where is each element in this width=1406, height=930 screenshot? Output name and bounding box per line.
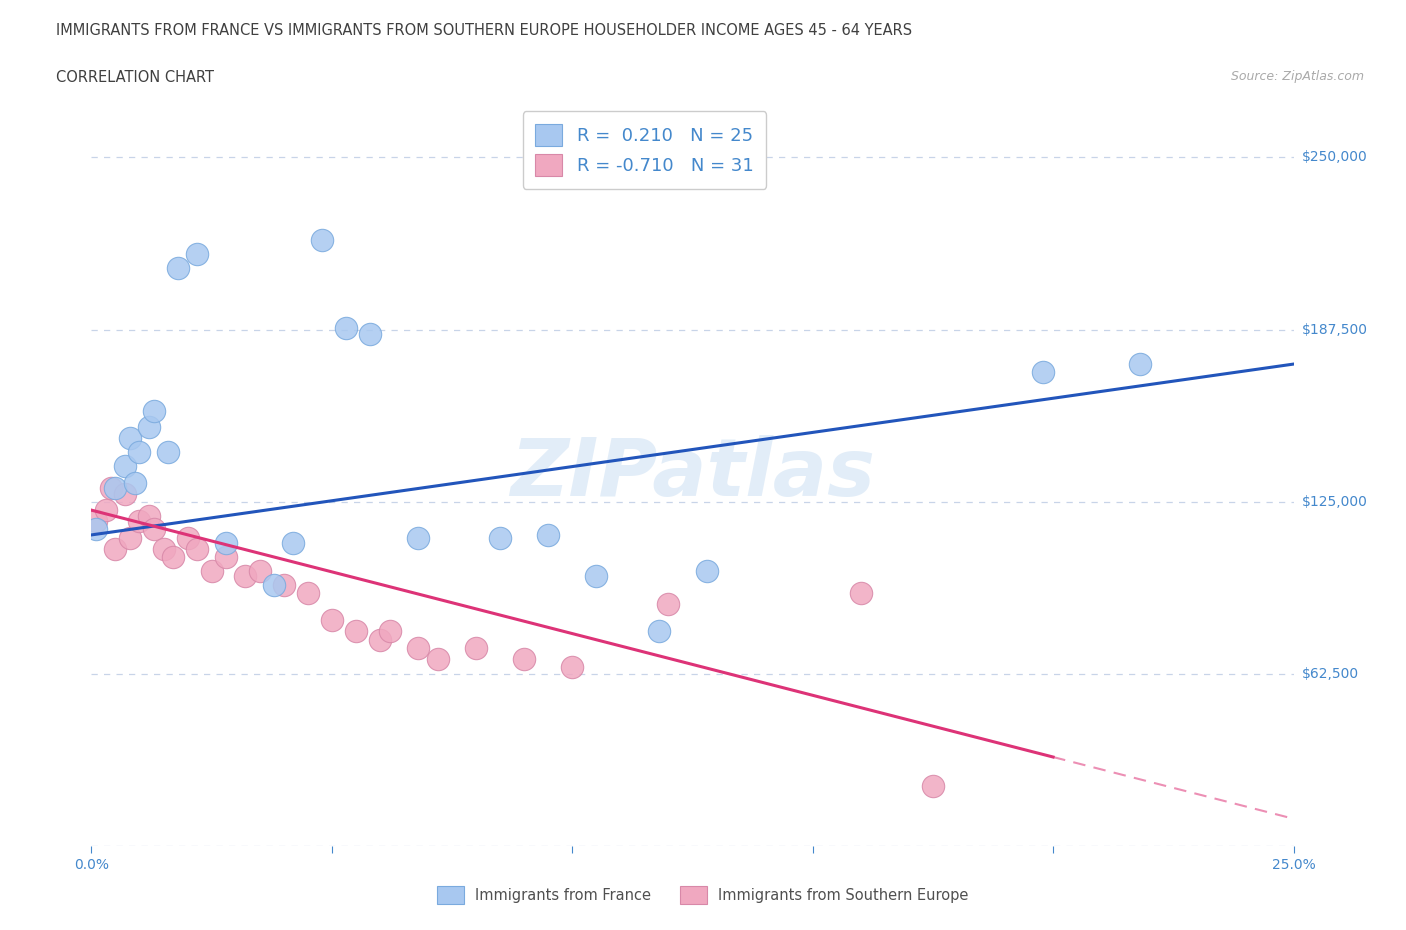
Point [273,578,295,592]
Point [201,564,224,578]
Point [128,445,150,459]
Point [124,475,146,490]
Point [1129,356,1152,371]
Point [344,624,367,639]
Point [114,458,136,473]
Point [94,503,117,518]
Point [335,321,357,336]
Point [142,522,165,537]
Point [378,624,401,639]
Point [321,613,343,628]
Point [186,246,208,261]
Point [657,596,679,611]
Point [263,578,285,592]
Text: ZIPatlas: ZIPatlas [510,435,875,513]
Point [368,632,391,647]
Point [408,530,430,545]
Text: $125,000: $125,000 [1302,495,1368,509]
Point [142,404,165,418]
Point [176,530,198,545]
Point [104,481,127,496]
Point [233,569,256,584]
Legend: R =  0.210   N = 25, R = -0.710   N = 31: R = 0.210 N = 25, R = -0.710 N = 31 [523,112,766,189]
Point [157,445,180,459]
Point [849,585,872,600]
Text: $62,500: $62,500 [1302,667,1360,681]
Point [104,541,127,556]
Point [118,530,141,545]
Legend: Immigrants from France, Immigrants from Southern Europe: Immigrants from France, Immigrants from … [433,882,973,909]
Point [537,527,560,542]
Point [465,641,488,656]
Point [138,508,160,523]
Point [513,652,536,667]
Point [84,522,107,537]
Point [359,326,381,341]
Text: Source: ZipAtlas.com: Source: ZipAtlas.com [1230,70,1364,83]
Text: $187,500: $187,500 [1302,323,1368,337]
Point [585,569,607,584]
Point [922,778,945,793]
Point [297,585,319,600]
Point [561,659,583,674]
Point [152,541,174,556]
Point [283,536,305,551]
Point [162,550,184,565]
Point [408,641,430,656]
Point [489,530,512,545]
Point [249,564,271,578]
Point [84,513,107,528]
Text: IMMIGRANTS FROM FRANCE VS IMMIGRANTS FROM SOUTHERN EUROPE HOUSEHOLDER INCOME AGE: IMMIGRANTS FROM FRANCE VS IMMIGRANTS FRO… [56,23,912,38]
Point [186,541,208,556]
Text: $250,000: $250,000 [1302,151,1368,165]
Point [167,260,190,275]
Point [1032,365,1054,379]
Point [118,431,141,445]
Point [696,564,718,578]
Point [426,652,449,667]
Point [648,624,671,639]
Point [100,481,122,496]
Point [128,513,150,528]
Text: CORRELATION CHART: CORRELATION CHART [56,70,214,85]
Point [215,550,238,565]
Point [311,232,333,247]
Point [215,536,238,551]
Point [114,486,136,501]
Point [138,420,160,435]
